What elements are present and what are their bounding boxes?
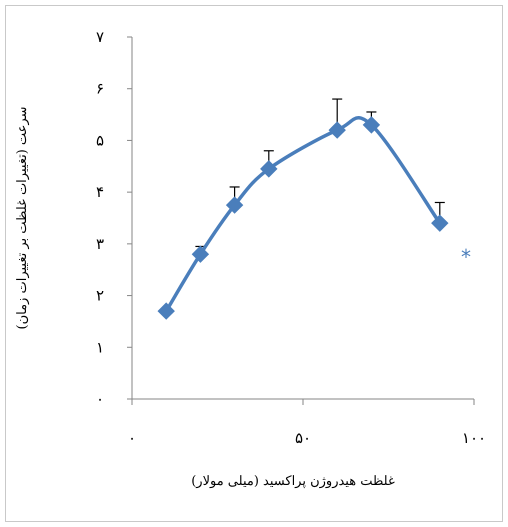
chart-svg: ۰ ۱ ۲ ۳ ۴ ۵ ۶ ۷ ۰ ۵۰ ۱۰۰ غلظت هیدروژن پراکسید (میل… <box>15 28 486 489</box>
x-tick-label: ۱۰۰ <box>462 429 486 447</box>
data-point-marker <box>431 214 449 232</box>
data-point-marker <box>362 116 381 134</box>
y-tick-label: ۳ <box>96 235 104 253</box>
series-layer <box>164 116 442 313</box>
data-point-marker <box>225 196 244 214</box>
y-tick-label: ۰ <box>96 390 104 408</box>
chart-frame: ۰ ۱ ۲ ۳ ۴ ۵ ۶ ۷ ۰ ۵۰ ۱۰۰ غلظت هیدروژن پراکسید (میل… <box>5 5 503 522</box>
y-tick-label: ۴ <box>96 183 104 201</box>
tick-labels: ۰ ۱ ۲ ۳ ۴ ۵ ۶ ۷ ۰ ۵۰ ۱۰۰ <box>96 28 486 447</box>
x-axis-label: غلظت هیدروژن پراکسید (میلی مولار) <box>191 474 395 489</box>
data-markers <box>157 116 449 320</box>
data-point-marker <box>157 302 175 320</box>
significance-asterisk: * <box>461 245 471 269</box>
y-tick-label: ۵ <box>96 131 104 149</box>
y-tick-label: ۱ <box>96 338 104 356</box>
y-tick-label: ۶ <box>96 80 104 98</box>
chart-axes <box>127 36 475 405</box>
x-tick-label: ۰ <box>128 429 136 447</box>
data-point-marker <box>191 245 210 263</box>
data-point-marker <box>260 160 278 178</box>
data-point-marker <box>328 121 346 139</box>
y-tick-label: ۲ <box>96 287 104 305</box>
y-axis-label: سرعت (تغییرات غلظت بر تغییرات زمان) <box>15 107 30 330</box>
error-bars <box>195 98 445 255</box>
y-tick-label: ۷ <box>96 28 104 46</box>
x-tick-label: ۵۰ <box>295 429 311 447</box>
series-line <box>164 116 442 313</box>
